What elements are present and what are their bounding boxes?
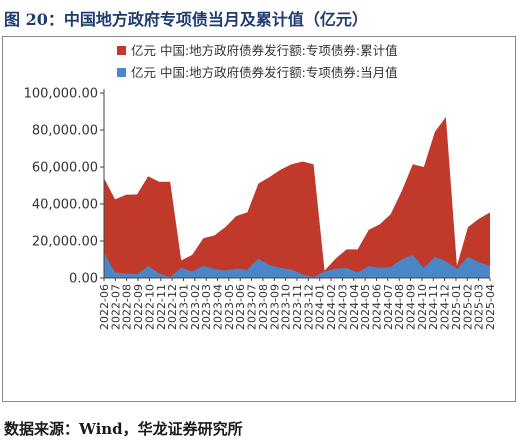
x-tick-label: 2024-07 xyxy=(382,284,395,330)
source-note: 数据来源：Wind，华龙证券研究所 xyxy=(4,420,243,438)
y-tick-label: 60,000.00 xyxy=(32,161,98,176)
x-tick-label: 2022-06 xyxy=(98,284,111,330)
x-tick-label: 2022-07 xyxy=(109,284,122,330)
x-tick-label: 2025-01 xyxy=(450,284,463,330)
axes: 0.00 20,000.00 40,000.00 60,000.00 80,000.00… xyxy=(24,87,497,330)
x-tick-label: 2024-04 xyxy=(348,284,361,330)
x-tick-label: 2023-03 xyxy=(200,284,213,330)
x-tick-label: 2024-08 xyxy=(393,284,406,330)
x-tick-label: 2024-10 xyxy=(416,284,429,330)
x-tick-label: 2022-12 xyxy=(166,284,179,330)
series-area-1 xyxy=(104,253,490,278)
x-tick-label: 2023-08 xyxy=(257,284,270,330)
x-tick-label: 2022-08 xyxy=(121,284,134,330)
y-tick-label: 20,000.00 xyxy=(32,235,98,250)
x-tick-label: 2023-04 xyxy=(212,284,225,330)
legend-label: 亿元 中国:地方政府债券发行额:专项债券:当月值 xyxy=(131,65,398,80)
x-tick-label: 2022-11 xyxy=(155,284,168,330)
y-tick-label: 100,000.00 xyxy=(24,87,98,102)
x-tick-label: 2025-03 xyxy=(473,284,486,330)
chart-frame xyxy=(2,36,516,402)
x-tick-label: 2023-01 xyxy=(177,284,190,330)
x-tick-label: 2024-11 xyxy=(427,284,440,330)
x-tick-label: 2022-09 xyxy=(132,284,145,330)
plot-area xyxy=(104,117,490,278)
x-tick-label: 2023-06 xyxy=(234,284,247,330)
x-tick-label: 2023-05 xyxy=(223,284,236,330)
x-tick-label: 2025-02 xyxy=(461,284,474,330)
x-tick-label: 2023-12 xyxy=(302,284,315,330)
legend-label: 亿元 中国:地方政府债券发行额:专项债券:累计值 xyxy=(131,43,398,58)
series-area-0 xyxy=(104,117,490,278)
x-tick-label: 2024-01 xyxy=(314,284,327,330)
chart-title: 图 20：中国地方政府专项债当月及累计值（亿元） xyxy=(4,10,368,29)
x-tick-label: 2023-11 xyxy=(291,284,304,330)
y-tick-label: 0.00 xyxy=(69,272,98,287)
x-tick-label: 2024-09 xyxy=(405,284,418,330)
legend-swatch xyxy=(117,68,126,77)
x-tick-label: 2022-10 xyxy=(143,284,156,330)
x-tick-label: 2025-04 xyxy=(484,284,497,330)
x-tick-label: 2024-02 xyxy=(325,284,338,330)
x-tick-label: 2024-12 xyxy=(439,284,452,330)
legend-swatch xyxy=(117,46,126,55)
x-tick-label: 2024-03 xyxy=(336,284,349,330)
x-tick-label: 2024-06 xyxy=(370,284,383,330)
x-tick-label: 2023-09 xyxy=(268,284,281,330)
x-tick-label: 2023-02 xyxy=(189,284,202,330)
y-tick-label: 40,000.00 xyxy=(32,198,98,213)
x-tick-label: 2024-05 xyxy=(359,284,372,330)
x-tick-label: 2023-10 xyxy=(280,284,293,330)
y-tick-label: 80,000.00 xyxy=(32,124,98,139)
x-tick-label: 2023-07 xyxy=(246,284,259,330)
